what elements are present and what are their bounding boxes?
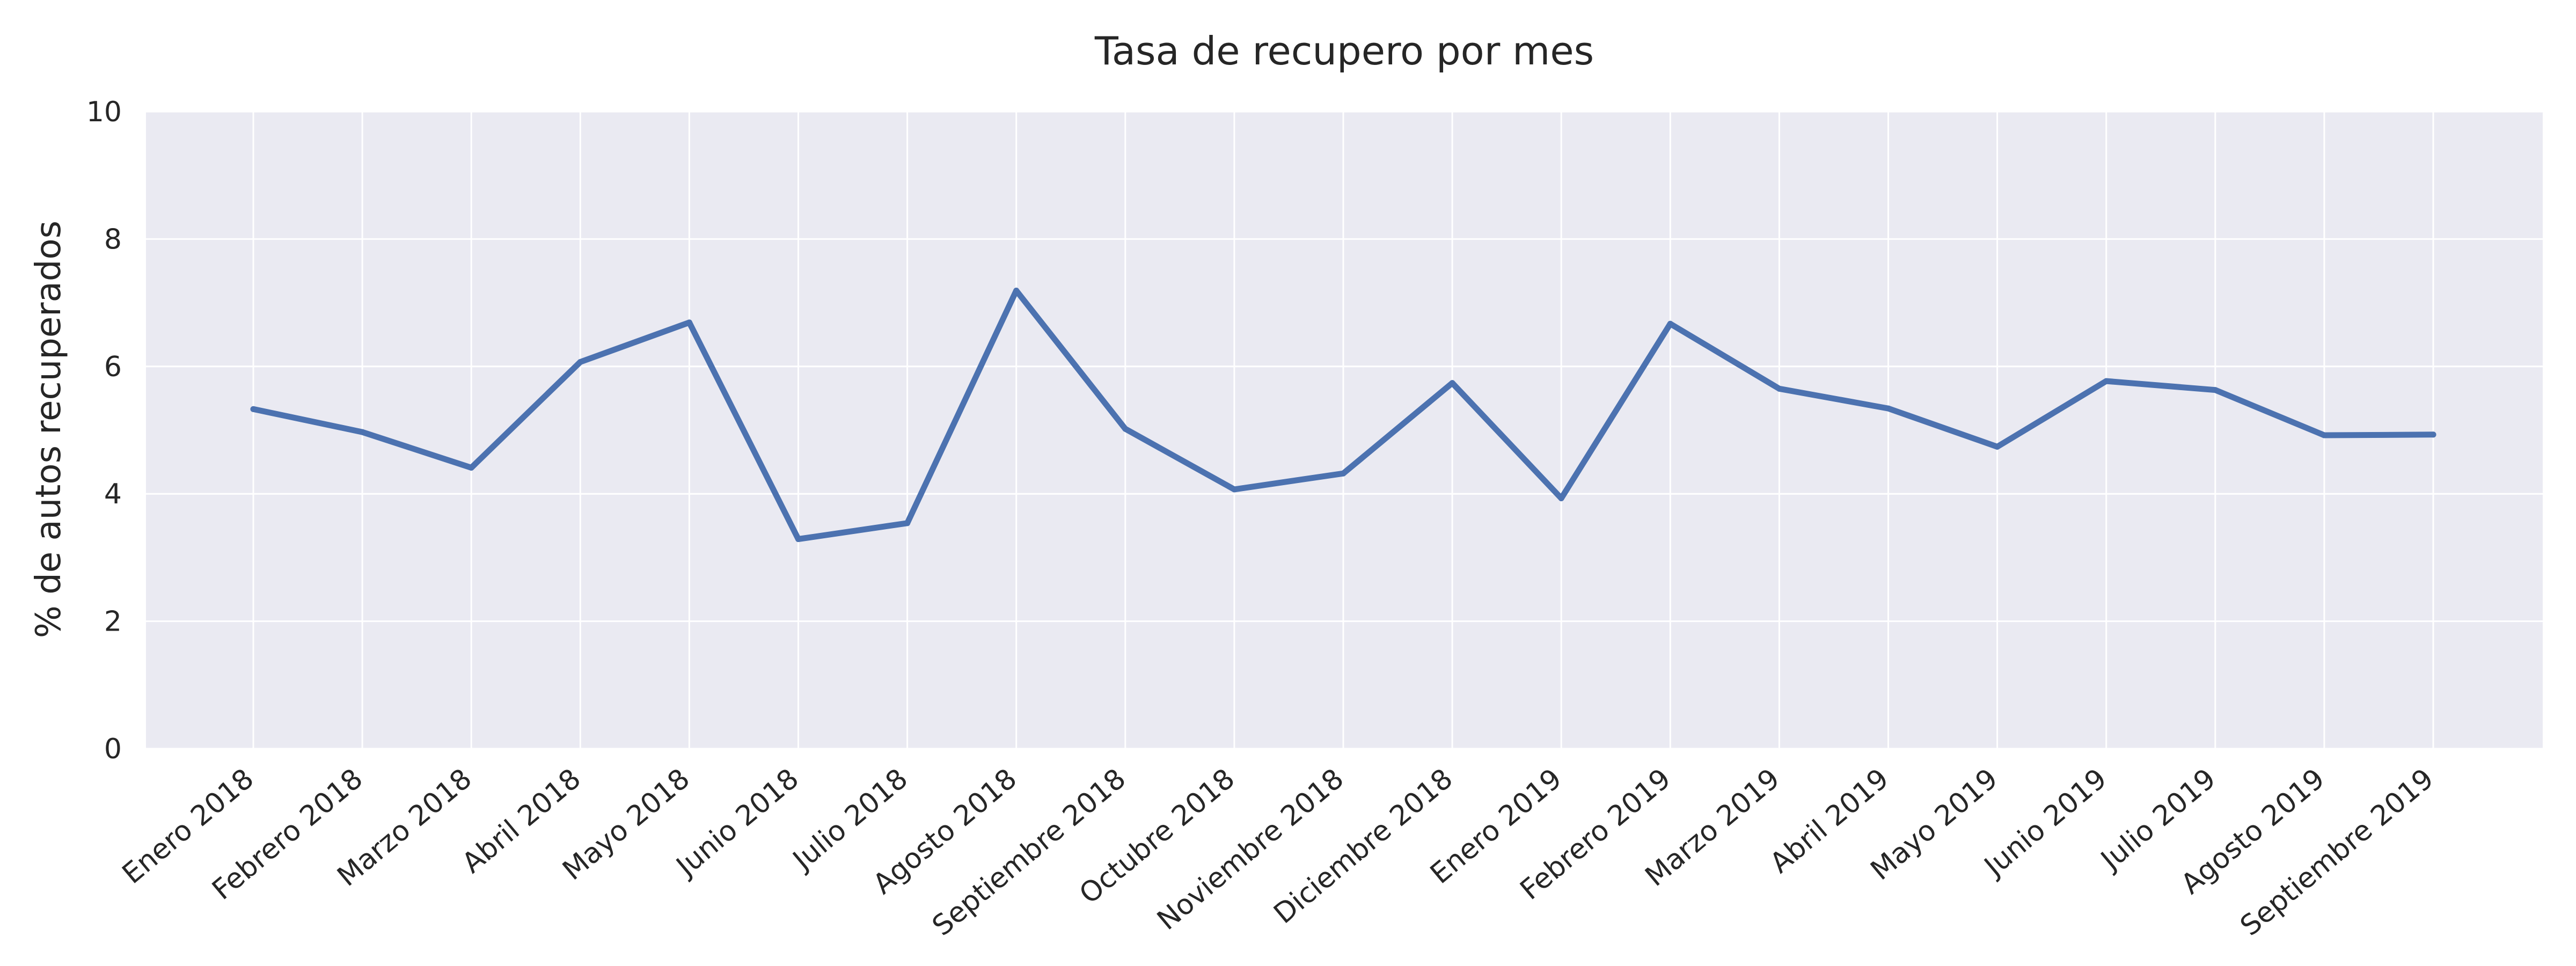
data-point [1667,320,1673,327]
data-point [686,319,692,326]
data-point [577,358,583,365]
series-group [250,288,2436,542]
data-point [1122,426,1129,432]
data-point [1231,486,1238,493]
data-point [1340,470,1346,477]
chart-title: Tasa de recupero por mes [1094,28,1594,74]
x-tick-label: Septiembre 2019 [2234,763,2440,942]
data-point [2321,432,2328,438]
data-point [468,465,474,471]
y-tick-label: 10 [86,96,122,128]
y-axis-label: % de autos recuperados [29,221,69,638]
plot-area [146,112,2543,749]
y-tick-label: 2 [104,606,122,638]
data-point [1013,288,1020,294]
y-tick-label: 6 [104,351,122,383]
data-point [1885,405,1891,412]
x-tick-label: Septiembre 2018 [926,763,1132,942]
data-point [795,536,801,542]
data-point [2103,378,2110,384]
x-tick-label: Diciembre 2018 [1268,763,1459,930]
data-point [359,429,365,435]
data-point [2212,387,2219,393]
data-point [1449,380,1455,386]
y-axis-ticks: 0 2 4 6 8 10 [86,96,122,765]
data-point [2430,431,2436,438]
data-point [250,406,257,412]
y-tick-label: 8 [104,223,122,255]
y-tick-label: 0 [104,733,122,765]
data-point [904,520,911,526]
data-point [1558,495,1564,502]
grid [146,111,2543,750]
y-tick-label: 4 [104,478,122,510]
data-point [1776,385,1782,392]
data-point [1994,443,2001,450]
x-tick-label: Noviembre 2018 [1151,763,1350,936]
